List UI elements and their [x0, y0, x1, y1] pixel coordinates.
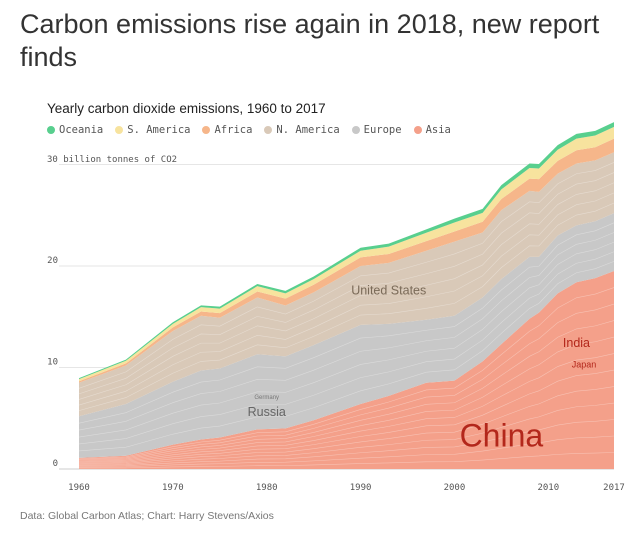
- y-axis-label: 30 billion tonnes of CO2: [47, 155, 177, 165]
- legend-label: Oceania: [59, 124, 104, 136]
- legend-label: Europe: [363, 124, 402, 136]
- x-tick-label: 1960: [68, 483, 90, 493]
- legend-item: Asia: [413, 124, 451, 136]
- legend-item: Europe: [351, 124, 402, 136]
- area-subband: [78, 386, 615, 465]
- x-tick-label: 1990: [350, 483, 372, 493]
- legend-label: S. America: [127, 124, 191, 136]
- legend-label: N. America: [276, 124, 340, 136]
- area-subband: [78, 172, 615, 395]
- x-tick-label: 1970: [162, 483, 184, 493]
- area-n-america: [79, 152, 614, 417]
- legend-item: Oceania: [47, 124, 103, 136]
- legend-label: Africa: [214, 124, 253, 136]
- area-layers: [78, 122, 615, 469]
- annotation-label: Japan: [572, 359, 597, 369]
- area-subband: [78, 353, 615, 463]
- area-africa: [79, 138, 614, 383]
- source-credit: Data: Global Carbon Atlas; Chart: Harry …: [20, 510, 274, 522]
- area-subband: [78, 336, 615, 462]
- legend-swatch: [115, 126, 124, 134]
- legend-item: Africa: [202, 124, 252, 136]
- area-europe: [79, 213, 614, 458]
- legend-item: S. America: [115, 124, 190, 136]
- area-subband: [78, 232, 615, 431]
- area-subband: [78, 192, 615, 406]
- legend-swatch: [264, 126, 273, 134]
- area-subband: [78, 320, 615, 461]
- area-subband: [78, 287, 615, 460]
- headline: Carbon emissions rise again in 2018, new…: [20, 9, 600, 72]
- area-subband: [78, 369, 615, 464]
- legend-swatch: [351, 126, 360, 134]
- area-subband: [78, 402, 615, 466]
- area-subband: [78, 435, 615, 468]
- chart-title: Yearly carbon dioxide emissions, 1960 to…: [47, 101, 326, 116]
- area-asia: [79, 271, 614, 469]
- annotation-label: Russia: [248, 405, 286, 419]
- area-subband: [78, 202, 615, 411]
- y-tick-label: 10: [47, 357, 58, 367]
- annotation-label: India: [563, 336, 590, 350]
- area-subband: [78, 251, 615, 445]
- area-subband: [78, 241, 615, 438]
- annotation-label: United States: [351, 283, 426, 297]
- legend: Oceania S. America Africa N. America Europe A…: [47, 124, 451, 136]
- x-tick-label: 2010: [537, 483, 559, 493]
- area-subband: [78, 162, 615, 389]
- area-subband: [78, 303, 615, 460]
- annotations: China India Japan United States Russia German…: [248, 283, 597, 453]
- axis-ticks: 1960 1970 1980 1990 2000 2010 2017 0 10 20: [47, 256, 625, 493]
- x-tick-label: 1980: [256, 483, 278, 493]
- area-subband: [78, 222, 615, 424]
- legend-swatch: [202, 126, 211, 134]
- area-subband: [78, 182, 615, 400]
- legend-swatch: [47, 126, 55, 134]
- legend-swatch: [413, 126, 422, 134]
- area-subband: [78, 419, 615, 467]
- area-s-america: [79, 126, 614, 382]
- area-oceania: [79, 122, 614, 380]
- area-subband: [78, 261, 615, 452]
- annotation-label: China: [460, 418, 544, 454]
- legend-label: Asia: [425, 124, 451, 136]
- annotation-label: Germany: [254, 395, 279, 401]
- y-tick-label: 0: [53, 459, 58, 469]
- y-tick-label: 20: [47, 256, 58, 266]
- area-subband: [78, 452, 615, 469]
- x-tick-label: 2017: [603, 483, 625, 493]
- x-tick-label: 2000: [444, 483, 466, 493]
- legend-item: N. America: [264, 124, 340, 136]
